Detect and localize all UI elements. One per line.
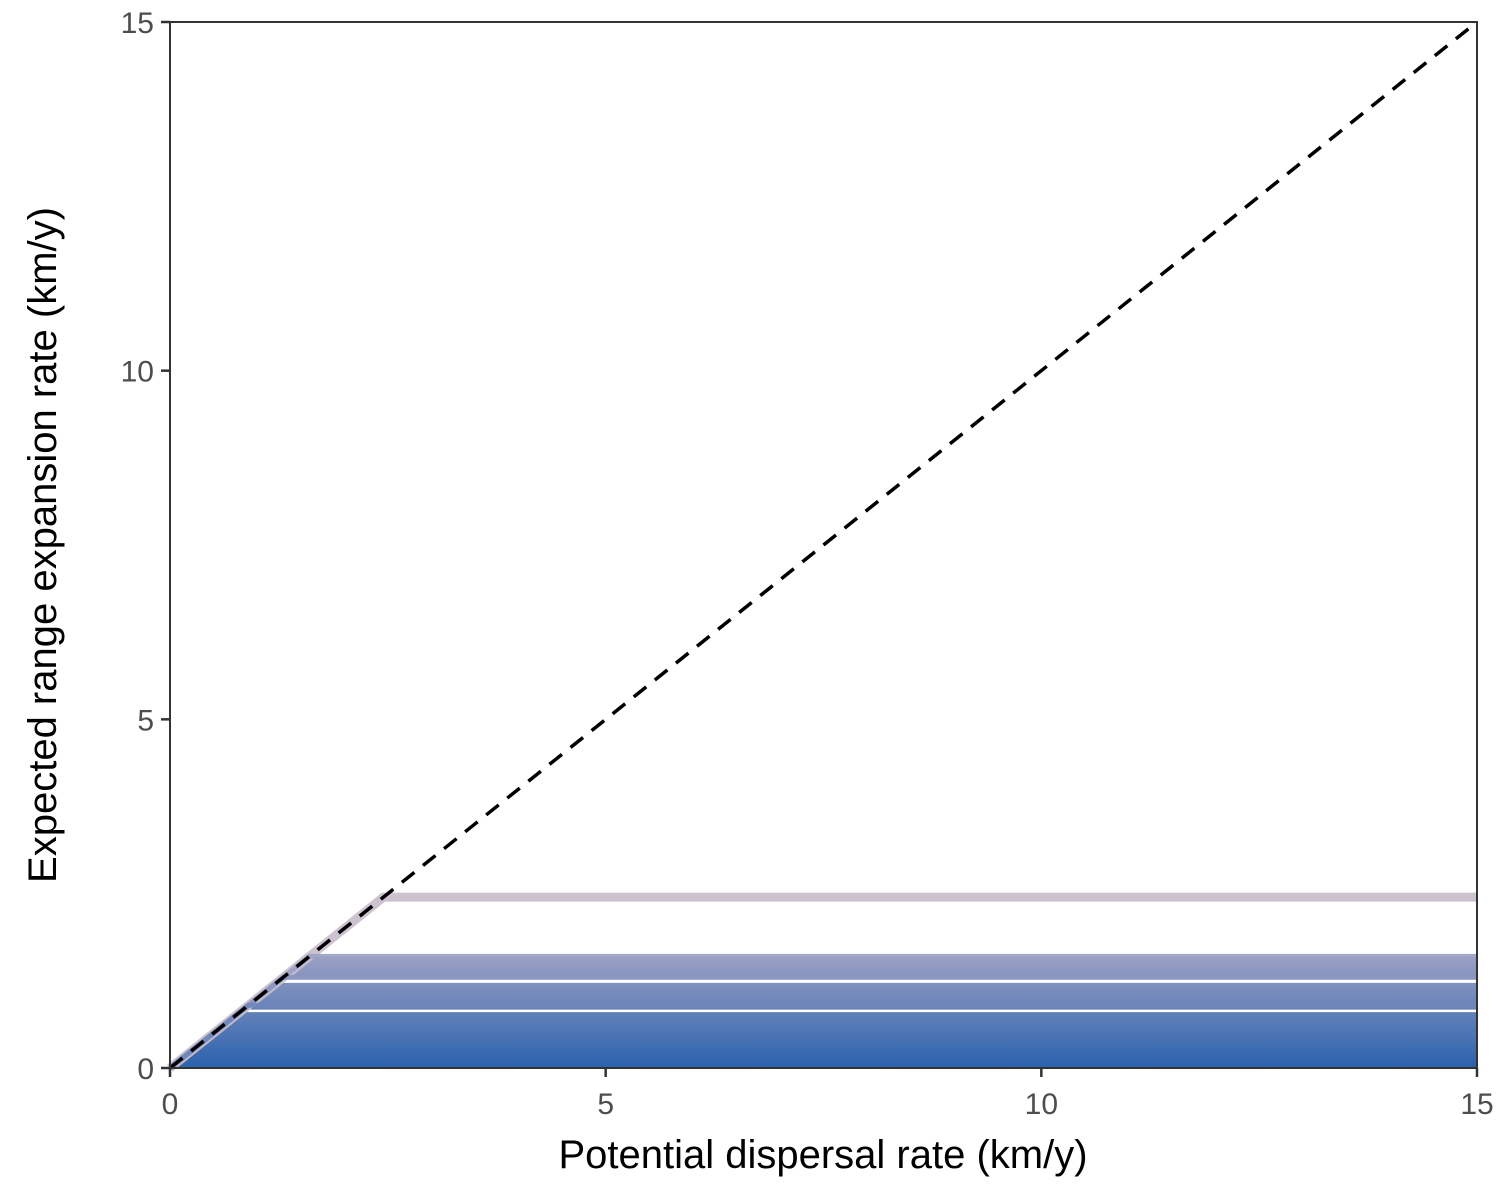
x-tick-label-1: 5 — [597, 1088, 614, 1121]
x-tick-label-2: 10 — [1025, 1088, 1058, 1121]
x-tick-label-3: 15 — [1460, 1088, 1493, 1121]
reference-line — [168, 20, 1479, 1070]
plot-area — [167, 20, 1479, 1072]
y-tick-label-0: 0 — [137, 1053, 154, 1086]
y-tick-label-2: 10 — [121, 356, 154, 389]
y-axis-title: Expected range expansion rate (km/y) — [21, 207, 65, 883]
axes: 0 5 10 15 0 5 10 15 — [121, 7, 1494, 1121]
y-tick-label-1: 5 — [137, 704, 154, 737]
x-axis-title: Potential dispersal rate (km/y) — [558, 1133, 1087, 1177]
y-tick-label-3: 15 — [121, 7, 154, 40]
curve-band — [170, 956, 1477, 1068]
panel-border — [169, 21, 1478, 1069]
x-tick-label-0: 0 — [162, 1088, 179, 1121]
